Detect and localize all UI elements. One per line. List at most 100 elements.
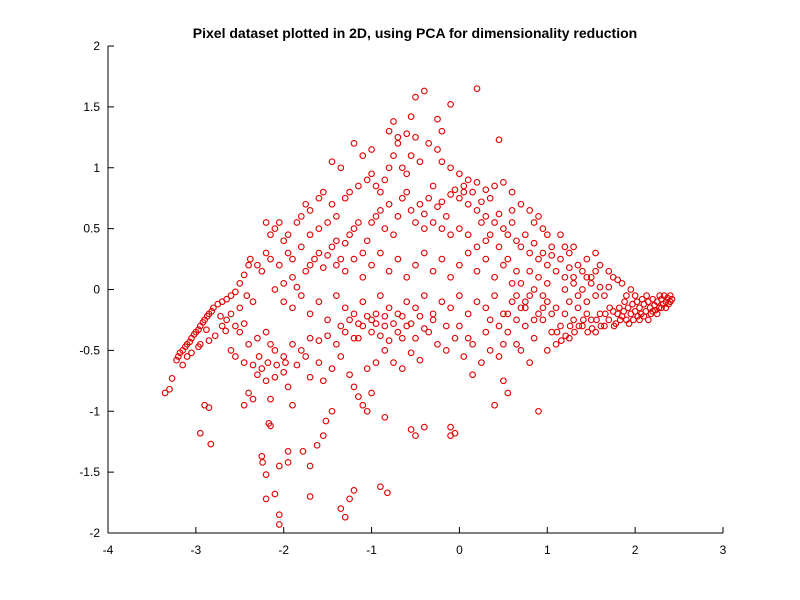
data-point: [346, 495, 353, 503]
data-point: [464, 334, 472, 342]
data-point: [313, 441, 321, 449]
y-tick-label: -2: [89, 526, 100, 540]
data-point: [346, 316, 353, 324]
data-point: [668, 295, 676, 303]
data-point: [385, 200, 393, 208]
data-point: [557, 255, 564, 263]
data-point: [530, 334, 538, 342]
data-point: [306, 373, 314, 381]
data-point: [574, 304, 582, 312]
data-point: [425, 328, 433, 336]
data-point: [587, 273, 595, 281]
data-point: [355, 393, 362, 400]
data-point: [530, 316, 538, 324]
data-point: [425, 194, 433, 202]
data-point: [500, 225, 507, 232]
data-point: [500, 179, 507, 186]
data-point: [306, 231, 314, 239]
data-point: [530, 219, 538, 226]
data-point: [412, 261, 419, 269]
data-point: [381, 322, 389, 330]
data-point: [412, 219, 419, 226]
data-point: [368, 146, 375, 153]
data-point: [284, 448, 292, 455]
data-point: [398, 365, 406, 372]
data-point: [168, 375, 176, 382]
data-point: [624, 304, 632, 312]
data-point: [601, 292, 608, 299]
y-tick-label: 0.5: [83, 222, 100, 236]
data-point: [243, 292, 251, 299]
data-point: [350, 383, 358, 391]
data-point: [434, 146, 441, 153]
data-point: [434, 340, 441, 348]
data-point: [539, 249, 547, 257]
data-point: [254, 371, 261, 379]
data-point: [658, 304, 665, 312]
data-point: [420, 249, 428, 257]
data-point: [504, 231, 512, 239]
data-point: [311, 255, 318, 263]
data-point: [258, 365, 266, 372]
data-point: [447, 231, 454, 239]
data-point: [574, 292, 582, 299]
data-point: [210, 304, 217, 312]
data-point: [438, 127, 446, 135]
data-point: [643, 292, 650, 299]
data-point: [416, 312, 424, 320]
data-point: [195, 326, 202, 334]
data-point: [355, 182, 362, 190]
data-point: [517, 280, 525, 287]
data-point: [561, 310, 569, 318]
data-point: [262, 471, 270, 478]
data-point: [363, 407, 371, 415]
data-point: [324, 219, 331, 226]
data-point: [284, 249, 292, 257]
data-point: [341, 194, 349, 202]
data-point: [482, 255, 490, 263]
data-point: [407, 113, 415, 120]
data-point: [539, 292, 547, 299]
data-point: [245, 389, 252, 397]
data-point: [592, 249, 599, 257]
data-point: [179, 361, 187, 369]
data-point: [205, 337, 213, 344]
data-point: [293, 219, 301, 226]
data-point: [456, 322, 463, 330]
data-point: [337, 255, 345, 263]
data-point: [280, 298, 288, 306]
data-point: [398, 164, 406, 172]
data-point: [302, 200, 310, 208]
x-tick-label: 0: [456, 543, 463, 557]
data-point: [438, 255, 446, 263]
data-point: [196, 429, 204, 437]
data-point: [606, 304, 614, 312]
data-point: [434, 115, 441, 123]
data-point: [631, 308, 639, 315]
x-tick-label: 3: [720, 543, 727, 557]
data-point: [174, 353, 182, 360]
data-point: [583, 298, 591, 306]
data-point: [403, 170, 411, 178]
data-point: [223, 295, 230, 303]
data-point: [618, 280, 626, 287]
data-point: [359, 249, 367, 257]
data-point: [548, 252, 556, 259]
data-point: [271, 347, 279, 354]
data-point: [495, 322, 503, 330]
data-point: [535, 255, 542, 263]
data-point: [438, 198, 446, 206]
data-point: [390, 118, 397, 125]
data-point: [633, 298, 641, 306]
data-point: [456, 261, 463, 269]
data-point: [315, 194, 323, 202]
data-point: [173, 356, 180, 364]
data-point: [557, 337, 565, 344]
data-point: [289, 340, 296, 348]
data-point: [381, 347, 389, 354]
data-point: [293, 361, 301, 369]
data-point: [447, 304, 454, 312]
data-point: [587, 280, 595, 287]
data-point: [539, 316, 547, 324]
data-point: [535, 310, 542, 318]
